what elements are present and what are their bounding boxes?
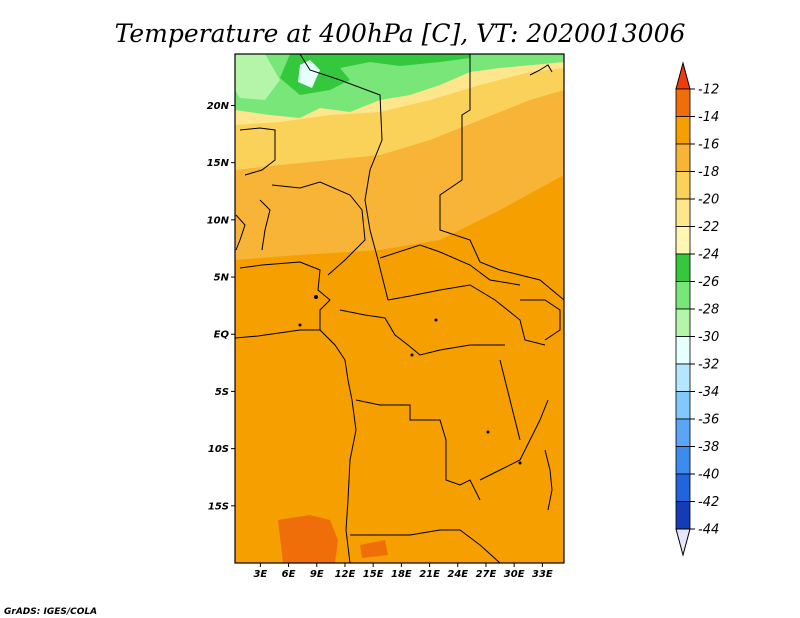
colorbar-label: -20 xyxy=(698,193,719,208)
border-mali-niger xyxy=(239,127,276,176)
colorbar-segment xyxy=(675,308,691,337)
y-tick-label: 5S xyxy=(215,387,229,398)
x-tick-label: 15E xyxy=(363,569,384,580)
field-northwest-coldest xyxy=(298,60,320,88)
y-tick-label: EQ xyxy=(214,330,230,341)
border-congo xyxy=(339,309,505,356)
field-south-warm-patch xyxy=(360,540,388,558)
coastline-west-south xyxy=(319,329,357,563)
colorbar-segment xyxy=(675,116,691,145)
x-tick-label: 21E xyxy=(419,569,440,580)
border-zambia xyxy=(479,399,549,481)
x-tick-label: 12E xyxy=(335,569,356,580)
x-tick-label: 24E xyxy=(447,569,468,580)
temperature-field xyxy=(235,54,564,563)
lake-marker xyxy=(314,295,318,299)
colorbar-label: -40 xyxy=(698,468,719,483)
colorbar-label: -36 xyxy=(698,413,719,428)
lake-victoria xyxy=(520,299,561,341)
lake-marker xyxy=(486,430,490,434)
colorbar-segment xyxy=(675,446,691,475)
colorbar-label: -22 xyxy=(698,220,719,235)
lakes-details xyxy=(298,295,522,465)
lake-malawi xyxy=(544,449,553,511)
colorbar-label: -32 xyxy=(698,358,719,373)
colorbar-segment xyxy=(675,171,691,200)
colorbar-label: -16 xyxy=(698,138,719,153)
colorbar-segment xyxy=(675,281,691,310)
colorbar-label: -24 xyxy=(698,248,719,263)
coast-liberia xyxy=(235,214,246,251)
colorbar-segment xyxy=(675,88,691,117)
colorbar-label: -44 xyxy=(698,523,719,538)
y-tick-label: 15S xyxy=(208,501,229,512)
border-angola-drc xyxy=(355,399,481,501)
country-boundaries xyxy=(235,54,564,563)
border-ghana xyxy=(259,199,271,251)
colorbar-label: -18 xyxy=(698,165,719,180)
colorbar-segment xyxy=(675,363,691,392)
colorbar-label: -12 xyxy=(698,83,719,98)
coast-red-sea xyxy=(529,64,553,76)
colorbar-label: -34 xyxy=(698,385,719,400)
x-tick-label: 27E xyxy=(476,569,497,580)
x-tick-label: 9E xyxy=(310,569,324,580)
border-niger-chad xyxy=(299,54,389,301)
colorbar-segment xyxy=(675,226,691,255)
y-tick-label: 10S xyxy=(208,444,229,455)
coastline-gulf-guinea xyxy=(235,261,331,339)
x-tick-label: 18E xyxy=(391,569,412,580)
colorbar-segment xyxy=(675,198,691,227)
colorbar: -12 -14 -16 -18 -20 -22 -24 -26 -28 -30 -32 -34 -36 -… xyxy=(675,61,719,557)
border-car-south xyxy=(387,284,546,346)
y-tick-label: 5N xyxy=(214,273,230,284)
colorbar-segment xyxy=(675,473,691,502)
x-axis: 3E 6E 9E 12E 15E 18E 21E 24E 27E 30E 33E xyxy=(253,563,553,580)
colorbar-segment xyxy=(675,418,691,447)
y-tick-label: 15N xyxy=(207,158,230,169)
colorbar-over-triangle xyxy=(675,61,691,90)
plot-frame xyxy=(234,53,565,564)
x-tick-label: 3E xyxy=(253,569,267,580)
x-tick-label: 30E xyxy=(504,569,525,580)
lake-marker xyxy=(518,461,522,465)
lake-marker xyxy=(298,323,302,327)
field-northwest-cold xyxy=(235,54,280,100)
colorbar-label: -14 xyxy=(698,110,719,125)
colorbar-label: -28 xyxy=(698,303,719,318)
field-southern-africa xyxy=(235,358,564,563)
colorbar-segment xyxy=(675,336,691,365)
grads-credit: GrADS: IGES/COLA xyxy=(4,607,97,617)
border-nigeria xyxy=(271,181,366,276)
y-tick-label: 20N xyxy=(207,101,230,112)
colorbar-under-triangle xyxy=(675,528,691,557)
chart-title: Temperature at 400hPa [C], VT: 202001300… xyxy=(115,19,686,48)
field-sahara-core xyxy=(280,54,470,95)
x-tick-label: 33E xyxy=(532,569,553,580)
lake-tanganyika xyxy=(499,359,521,441)
x-tick-label: 6E xyxy=(282,569,296,580)
y-axis: 20N 15N 10N 5N EQ 5S 10S 15S xyxy=(207,101,235,512)
colorbar-label: -26 xyxy=(698,275,719,290)
colorbar-segment xyxy=(675,501,691,530)
colorbar-label: -38 xyxy=(698,440,719,455)
field-southwest-warm xyxy=(278,515,338,563)
border-car-north xyxy=(379,244,521,286)
colorbar-segment xyxy=(675,143,691,172)
colorbar-segment xyxy=(675,391,691,420)
colorbar-segment xyxy=(675,253,691,282)
y-tick-label: 10N xyxy=(207,215,230,226)
colorbar-label: -30 xyxy=(698,330,719,345)
colorbar-label: -42 xyxy=(698,495,719,510)
lake-marker xyxy=(410,353,414,357)
border-angola-namibia xyxy=(350,529,501,563)
border-sudan-chad xyxy=(439,54,564,301)
lake-marker xyxy=(434,318,438,322)
